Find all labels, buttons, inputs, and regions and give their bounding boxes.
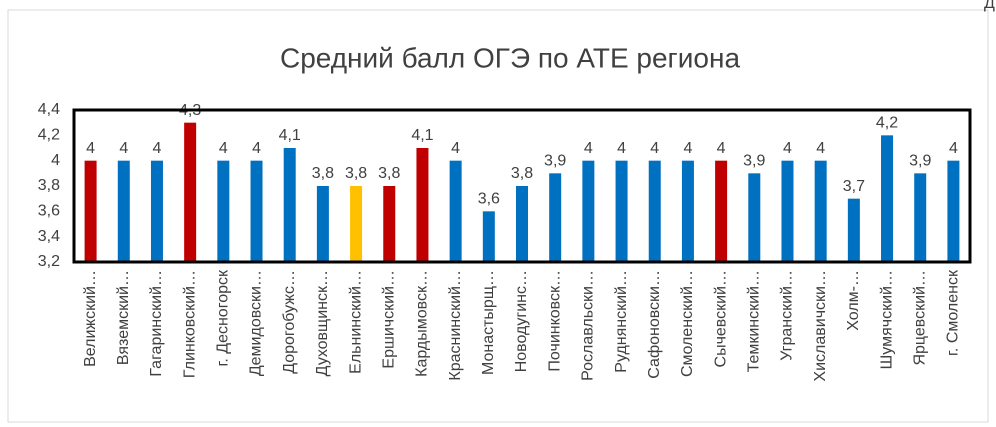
chart-title: Средний балл ОГЭ по АТЕ региона bbox=[280, 42, 740, 73]
y-tick-label: 3,6 bbox=[38, 203, 60, 220]
x-tick-label: Дорогобужс… bbox=[281, 270, 298, 374]
x-tick-label: Демидовски… bbox=[248, 270, 265, 376]
data-label: 4 bbox=[683, 140, 692, 157]
bar bbox=[582, 160, 595, 262]
bar bbox=[847, 198, 860, 262]
x-tick-label: Глинковский… bbox=[181, 270, 198, 378]
bar bbox=[150, 160, 163, 262]
x-tick-label: Хиславичски… bbox=[812, 270, 829, 382]
x-tick-label: Руднянский… bbox=[613, 270, 630, 373]
x-tick-label: Вяземский… bbox=[115, 270, 132, 365]
bar bbox=[947, 160, 960, 262]
data-label: 4 bbox=[219, 140, 228, 157]
data-label: 4,1 bbox=[411, 127, 433, 144]
data-label: 3,9 bbox=[909, 153, 931, 170]
bar bbox=[217, 160, 230, 262]
y-tick-label: 3,8 bbox=[38, 177, 60, 194]
bar bbox=[117, 160, 130, 262]
bar bbox=[416, 148, 429, 262]
data-label: 4 bbox=[153, 140, 162, 157]
bar bbox=[350, 186, 363, 262]
x-tick-label: Сафоновски… bbox=[646, 270, 663, 379]
x-tick-label: Новодугинс… bbox=[513, 270, 530, 372]
data-label: 3,6 bbox=[478, 191, 500, 208]
bar bbox=[516, 186, 528, 262]
data-label: 3,8 bbox=[378, 165, 400, 182]
bar bbox=[648, 160, 661, 262]
x-tick-label: Монастырщ… bbox=[480, 270, 497, 375]
x-tick-label: Ельнинский… bbox=[347, 270, 364, 374]
data-label: 3,9 bbox=[544, 153, 566, 170]
data-label: 4,2 bbox=[876, 115, 898, 132]
bar bbox=[449, 160, 462, 262]
x-tick-label: г. Смоленск bbox=[945, 269, 962, 356]
y-tick-label: 4,2 bbox=[38, 127, 60, 144]
plot-border bbox=[72, 108, 972, 264]
x-tick-label: Угранский… bbox=[779, 270, 796, 361]
x-tick-label: Сычевский… bbox=[712, 270, 729, 367]
data-label: 4 bbox=[816, 140, 825, 157]
x-tick-label: Ершичский… bbox=[380, 270, 397, 369]
data-label: 4 bbox=[451, 140, 460, 157]
bar bbox=[383, 186, 396, 262]
bar bbox=[250, 160, 263, 262]
data-label: 3,8 bbox=[345, 165, 367, 182]
x-tick-label: Смоленский… bbox=[679, 270, 696, 377]
data-label: 3,8 bbox=[312, 165, 334, 182]
bar bbox=[715, 160, 728, 262]
data-label: 4 bbox=[650, 140, 659, 157]
data-label: 3,8 bbox=[511, 165, 533, 182]
data-label: 4 bbox=[252, 140, 261, 157]
bar bbox=[316, 186, 329, 262]
bar bbox=[914, 173, 927, 262]
data-label: 4 bbox=[584, 140, 593, 157]
x-tick-label: Гагаринский… bbox=[148, 270, 165, 377]
y-tick-label: 4,4 bbox=[38, 101, 60, 118]
data-label: 4 bbox=[119, 140, 128, 157]
x-tick-label: Ярцевский… bbox=[911, 270, 928, 366]
data-label: 4 bbox=[617, 140, 626, 157]
x-tick-label: Починковск… bbox=[546, 270, 563, 372]
x-tick-label: Шумячский… bbox=[878, 270, 895, 369]
x-tick-label: Холм-… bbox=[845, 270, 862, 331]
bar bbox=[681, 160, 694, 262]
bar bbox=[184, 122, 197, 263]
data-label: 3,7 bbox=[843, 178, 865, 195]
overflow-text: Д bbox=[984, 0, 995, 12]
x-tick-label: Кардымовск… bbox=[414, 270, 431, 377]
bar bbox=[814, 160, 827, 262]
bar bbox=[748, 173, 761, 262]
data-label: 4 bbox=[783, 140, 792, 157]
y-tick-label: 4 bbox=[51, 152, 60, 169]
x-tick-label: г. Десногорск bbox=[215, 269, 232, 367]
x-tick-label: Духовщинск… bbox=[314, 270, 331, 376]
x-tick-label: Велижский… bbox=[82, 270, 99, 367]
bar bbox=[482, 211, 495, 262]
bar bbox=[549, 173, 562, 262]
data-label: 4 bbox=[86, 140, 95, 157]
x-tick-label: Рославльски… bbox=[580, 270, 597, 381]
bar bbox=[84, 160, 97, 262]
data-label: 4,1 bbox=[279, 127, 301, 144]
data-label: 4 bbox=[717, 140, 726, 157]
bar bbox=[283, 148, 296, 262]
bar bbox=[881, 135, 894, 262]
data-label: 4 bbox=[949, 140, 958, 157]
bar bbox=[781, 160, 794, 262]
bar bbox=[615, 160, 628, 262]
x-tick-label: Темкинский… bbox=[746, 270, 763, 372]
y-tick-label: 3,2 bbox=[38, 253, 60, 270]
x-tick-label: Краснинский… bbox=[447, 270, 464, 381]
y-tick-label: 3,4 bbox=[38, 228, 60, 245]
data-label: 3,9 bbox=[743, 153, 765, 170]
